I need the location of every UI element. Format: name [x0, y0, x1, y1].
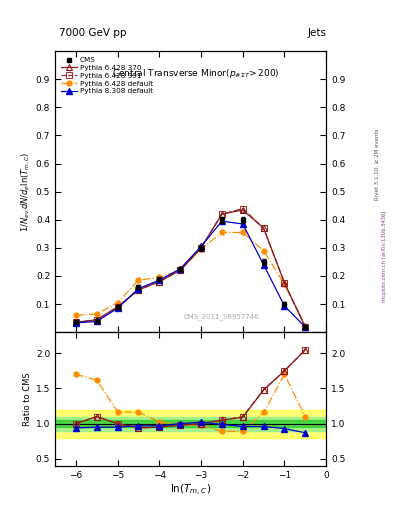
Bar: [55, 410, 326, 438]
Text: Rivet 3.1.10, ≥ 2M events: Rivet 3.1.10, ≥ 2M events: [375, 128, 380, 200]
X-axis label: $\ln(T_{m,C})$: $\ln(T_{m,C})$: [170, 482, 211, 498]
Text: Central Transverse Minor$(p_{\#\Sigma T}\!>200)$: Central Transverse Minor$(p_{\#\Sigma T}…: [112, 67, 280, 80]
Y-axis label: Ratio to CMS: Ratio to CMS: [23, 372, 31, 426]
Bar: [55, 420, 326, 427]
Y-axis label: $1/N_{ev}\,dN/d_e\ln(T_{m,C})$: $1/N_{ev}\,dN/d_e\ln(T_{m,C})$: [19, 152, 31, 232]
Text: 7000 GeV pp: 7000 GeV pp: [59, 28, 127, 38]
Legend: CMS, Pythia 6.428 370, Pythia 6.428 391, Pythia 6.428 default, Pythia 8.308 defa: CMS, Pythia 6.428 370, Pythia 6.428 391,…: [59, 55, 155, 97]
Bar: [55, 417, 326, 431]
Text: Jets: Jets: [307, 28, 326, 38]
Text: mcplots.cern.ch [arXiv:1306.3436]: mcplots.cern.ch [arXiv:1306.3436]: [382, 210, 387, 302]
Text: CMS_2011_S8957746: CMS_2011_S8957746: [184, 313, 260, 320]
